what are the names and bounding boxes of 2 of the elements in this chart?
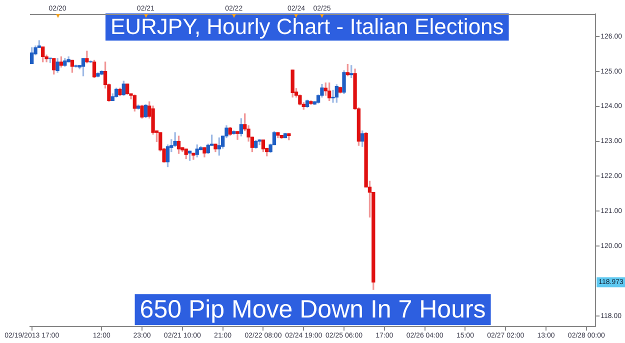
annotation: 650 Pip Move Down In 7 Hours [140,295,486,324]
chart-title: EURJPY, Hourly Chart - Italian Elections [110,14,504,40]
